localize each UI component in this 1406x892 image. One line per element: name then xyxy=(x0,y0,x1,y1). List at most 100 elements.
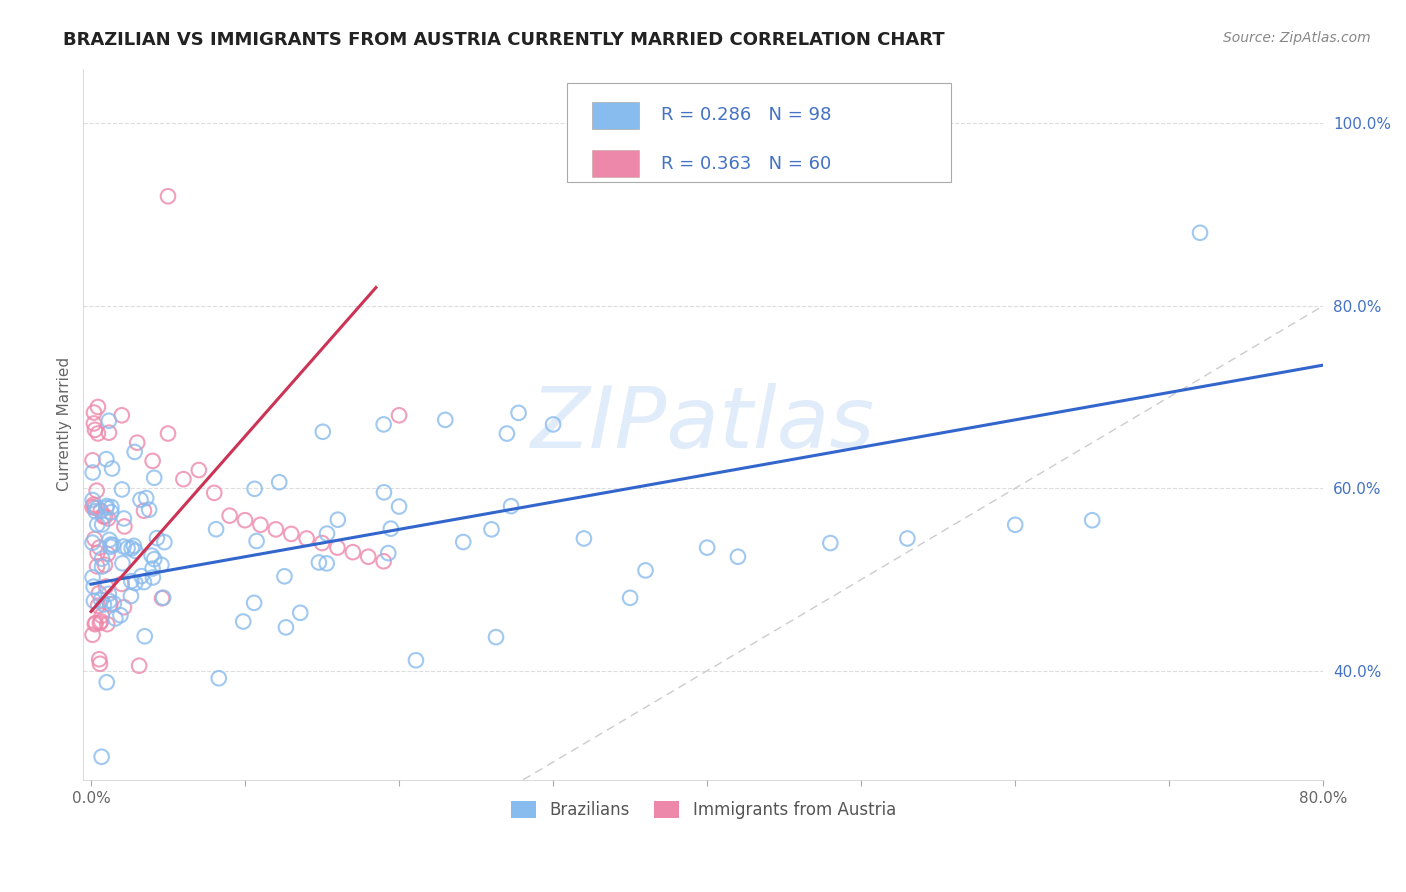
Point xyxy=(103,597,125,611)
Point xyxy=(295,532,318,546)
Point xyxy=(84,504,107,518)
Point xyxy=(120,574,142,588)
Point xyxy=(127,435,149,450)
Point xyxy=(111,409,134,423)
Point xyxy=(90,608,112,623)
Point xyxy=(104,611,127,625)
Point xyxy=(138,502,160,516)
Bar xyxy=(592,102,638,129)
Point xyxy=(112,600,135,615)
Point xyxy=(93,598,115,612)
Point xyxy=(82,453,104,467)
Point xyxy=(94,509,117,524)
Point xyxy=(156,189,179,203)
Point xyxy=(377,546,399,560)
Legend: Brazilians, Immigrants from Austria: Brazilians, Immigrants from Austria xyxy=(503,794,903,825)
Point xyxy=(485,630,508,644)
Point xyxy=(233,513,256,527)
Point xyxy=(112,511,135,525)
Point xyxy=(89,657,111,671)
Point xyxy=(94,579,117,593)
Point xyxy=(208,671,231,685)
Point xyxy=(1004,517,1026,532)
Point xyxy=(326,541,349,555)
Point xyxy=(499,499,522,513)
Point xyxy=(205,522,228,536)
Point xyxy=(1189,226,1212,240)
Point xyxy=(84,615,107,630)
Point xyxy=(405,653,427,667)
Point xyxy=(572,532,595,546)
Y-axis label: Currently Married: Currently Married xyxy=(58,358,72,491)
Point xyxy=(820,536,842,550)
Point xyxy=(1081,513,1104,527)
Point xyxy=(128,658,150,673)
Point xyxy=(90,593,112,607)
Point xyxy=(312,425,335,439)
Point xyxy=(135,491,157,505)
Point xyxy=(96,617,118,632)
Point xyxy=(100,540,122,554)
Point xyxy=(172,472,194,486)
Point xyxy=(202,486,225,500)
Point xyxy=(82,500,104,514)
Point xyxy=(83,594,105,608)
Point xyxy=(124,544,146,558)
Point xyxy=(87,426,110,441)
Point xyxy=(122,539,145,553)
Point xyxy=(120,589,142,603)
Point xyxy=(82,466,104,480)
Point xyxy=(112,540,135,554)
Point xyxy=(83,406,105,420)
Point xyxy=(243,482,266,496)
Point xyxy=(388,500,411,514)
Point xyxy=(94,558,117,572)
Point xyxy=(132,575,155,590)
Point xyxy=(83,532,105,546)
Point xyxy=(311,536,333,550)
Point xyxy=(91,551,114,566)
Point xyxy=(96,452,118,467)
Point xyxy=(634,563,657,577)
FancyBboxPatch shape xyxy=(567,83,952,182)
Point xyxy=(98,594,121,608)
Point xyxy=(86,517,108,532)
Point xyxy=(89,541,111,555)
Point xyxy=(308,556,330,570)
Point xyxy=(82,570,104,584)
Point xyxy=(82,493,104,508)
Point xyxy=(373,417,395,432)
Point xyxy=(132,504,155,518)
Point xyxy=(97,587,120,601)
Point xyxy=(84,423,107,437)
Point xyxy=(83,498,105,512)
Point xyxy=(117,541,139,556)
Point xyxy=(264,522,287,536)
Point xyxy=(97,414,120,428)
Point xyxy=(83,417,105,431)
Point xyxy=(696,541,718,555)
Point xyxy=(373,485,395,500)
Point xyxy=(156,426,179,441)
Point xyxy=(90,504,112,518)
Point xyxy=(243,596,266,610)
Point xyxy=(124,576,146,591)
Point xyxy=(86,501,108,516)
Point xyxy=(89,615,111,630)
Point xyxy=(124,445,146,459)
Point xyxy=(290,606,312,620)
Point xyxy=(110,608,132,623)
Point xyxy=(150,558,173,572)
Point xyxy=(89,652,111,666)
Point xyxy=(326,513,349,527)
Point xyxy=(91,559,114,574)
Point xyxy=(100,500,122,515)
Point xyxy=(111,577,134,591)
Point xyxy=(434,413,457,427)
Point xyxy=(86,546,108,560)
Point xyxy=(111,556,134,570)
Point xyxy=(96,675,118,690)
Point xyxy=(280,527,302,541)
Point xyxy=(83,617,105,632)
Point xyxy=(97,425,120,440)
